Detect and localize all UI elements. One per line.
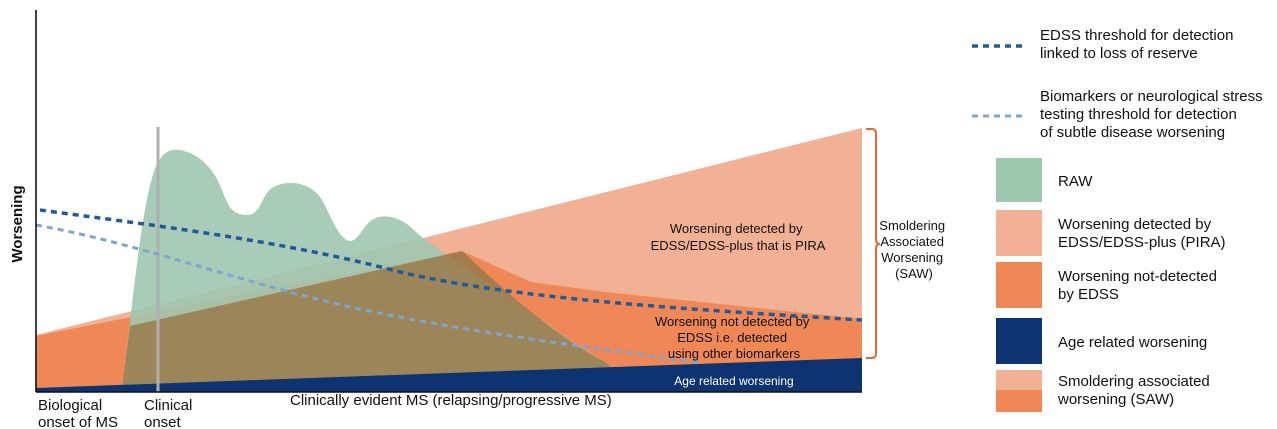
legend-edss-threshold: EDSS threshold for detection linked to l… <box>1040 27 1238 62</box>
legend-pira-swatch <box>996 210 1042 256</box>
legend-age: Age related worsening <box>1058 334 1207 351</box>
legend-pira: Worsening detected by EDSS/EDSS-plus (PI… <box>1058 216 1226 251</box>
x-label-biological-onset: Biological onset of MS <box>38 397 118 429</box>
pira-annotation: Worsening detected by EDSS/EDSS-plus tha… <box>651 221 826 253</box>
saw-bracket <box>866 128 881 359</box>
y-axis-label: Worsening <box>9 185 26 262</box>
not-detected-annotation: Worsening not detected by EDSS i.e. dete… <box>655 314 813 361</box>
biomarker-threshold-line <box>35 223 701 364</box>
legend-raw: RAW <box>1058 173 1093 190</box>
overlap-area <box>122 251 635 388</box>
age-area <box>36 358 862 392</box>
age-annotation: Age related worsening <box>674 374 793 388</box>
legend-saw-swatch-top <box>996 370 1042 390</box>
legend-biomarker-threshold: Biomarkers or neurological stress testin… <box>1040 88 1267 141</box>
legend-not-detected: Worsening not-detected by EDSS <box>1058 268 1221 303</box>
legend-age-swatch <box>996 318 1042 364</box>
legend-saw: Smoldering associated worsening (SAW) <box>1057 373 1214 408</box>
x-label-clinically-evident: Clinically evident MS (relapsing/progres… <box>290 392 612 409</box>
edss-threshold-line <box>39 208 863 322</box>
saw-bracket-label: Smoldering Associated Worsening (SAW) <box>879 218 948 281</box>
legend-saw-swatch-bottom <box>996 390 1042 412</box>
x-label-clinical-onset: Clinical onset <box>144 397 197 429</box>
legend-not-detected-swatch <box>996 262 1042 308</box>
legend: EDSS threshold for detection linked to l… <box>972 27 1267 412</box>
legend-raw-swatch <box>996 158 1042 202</box>
